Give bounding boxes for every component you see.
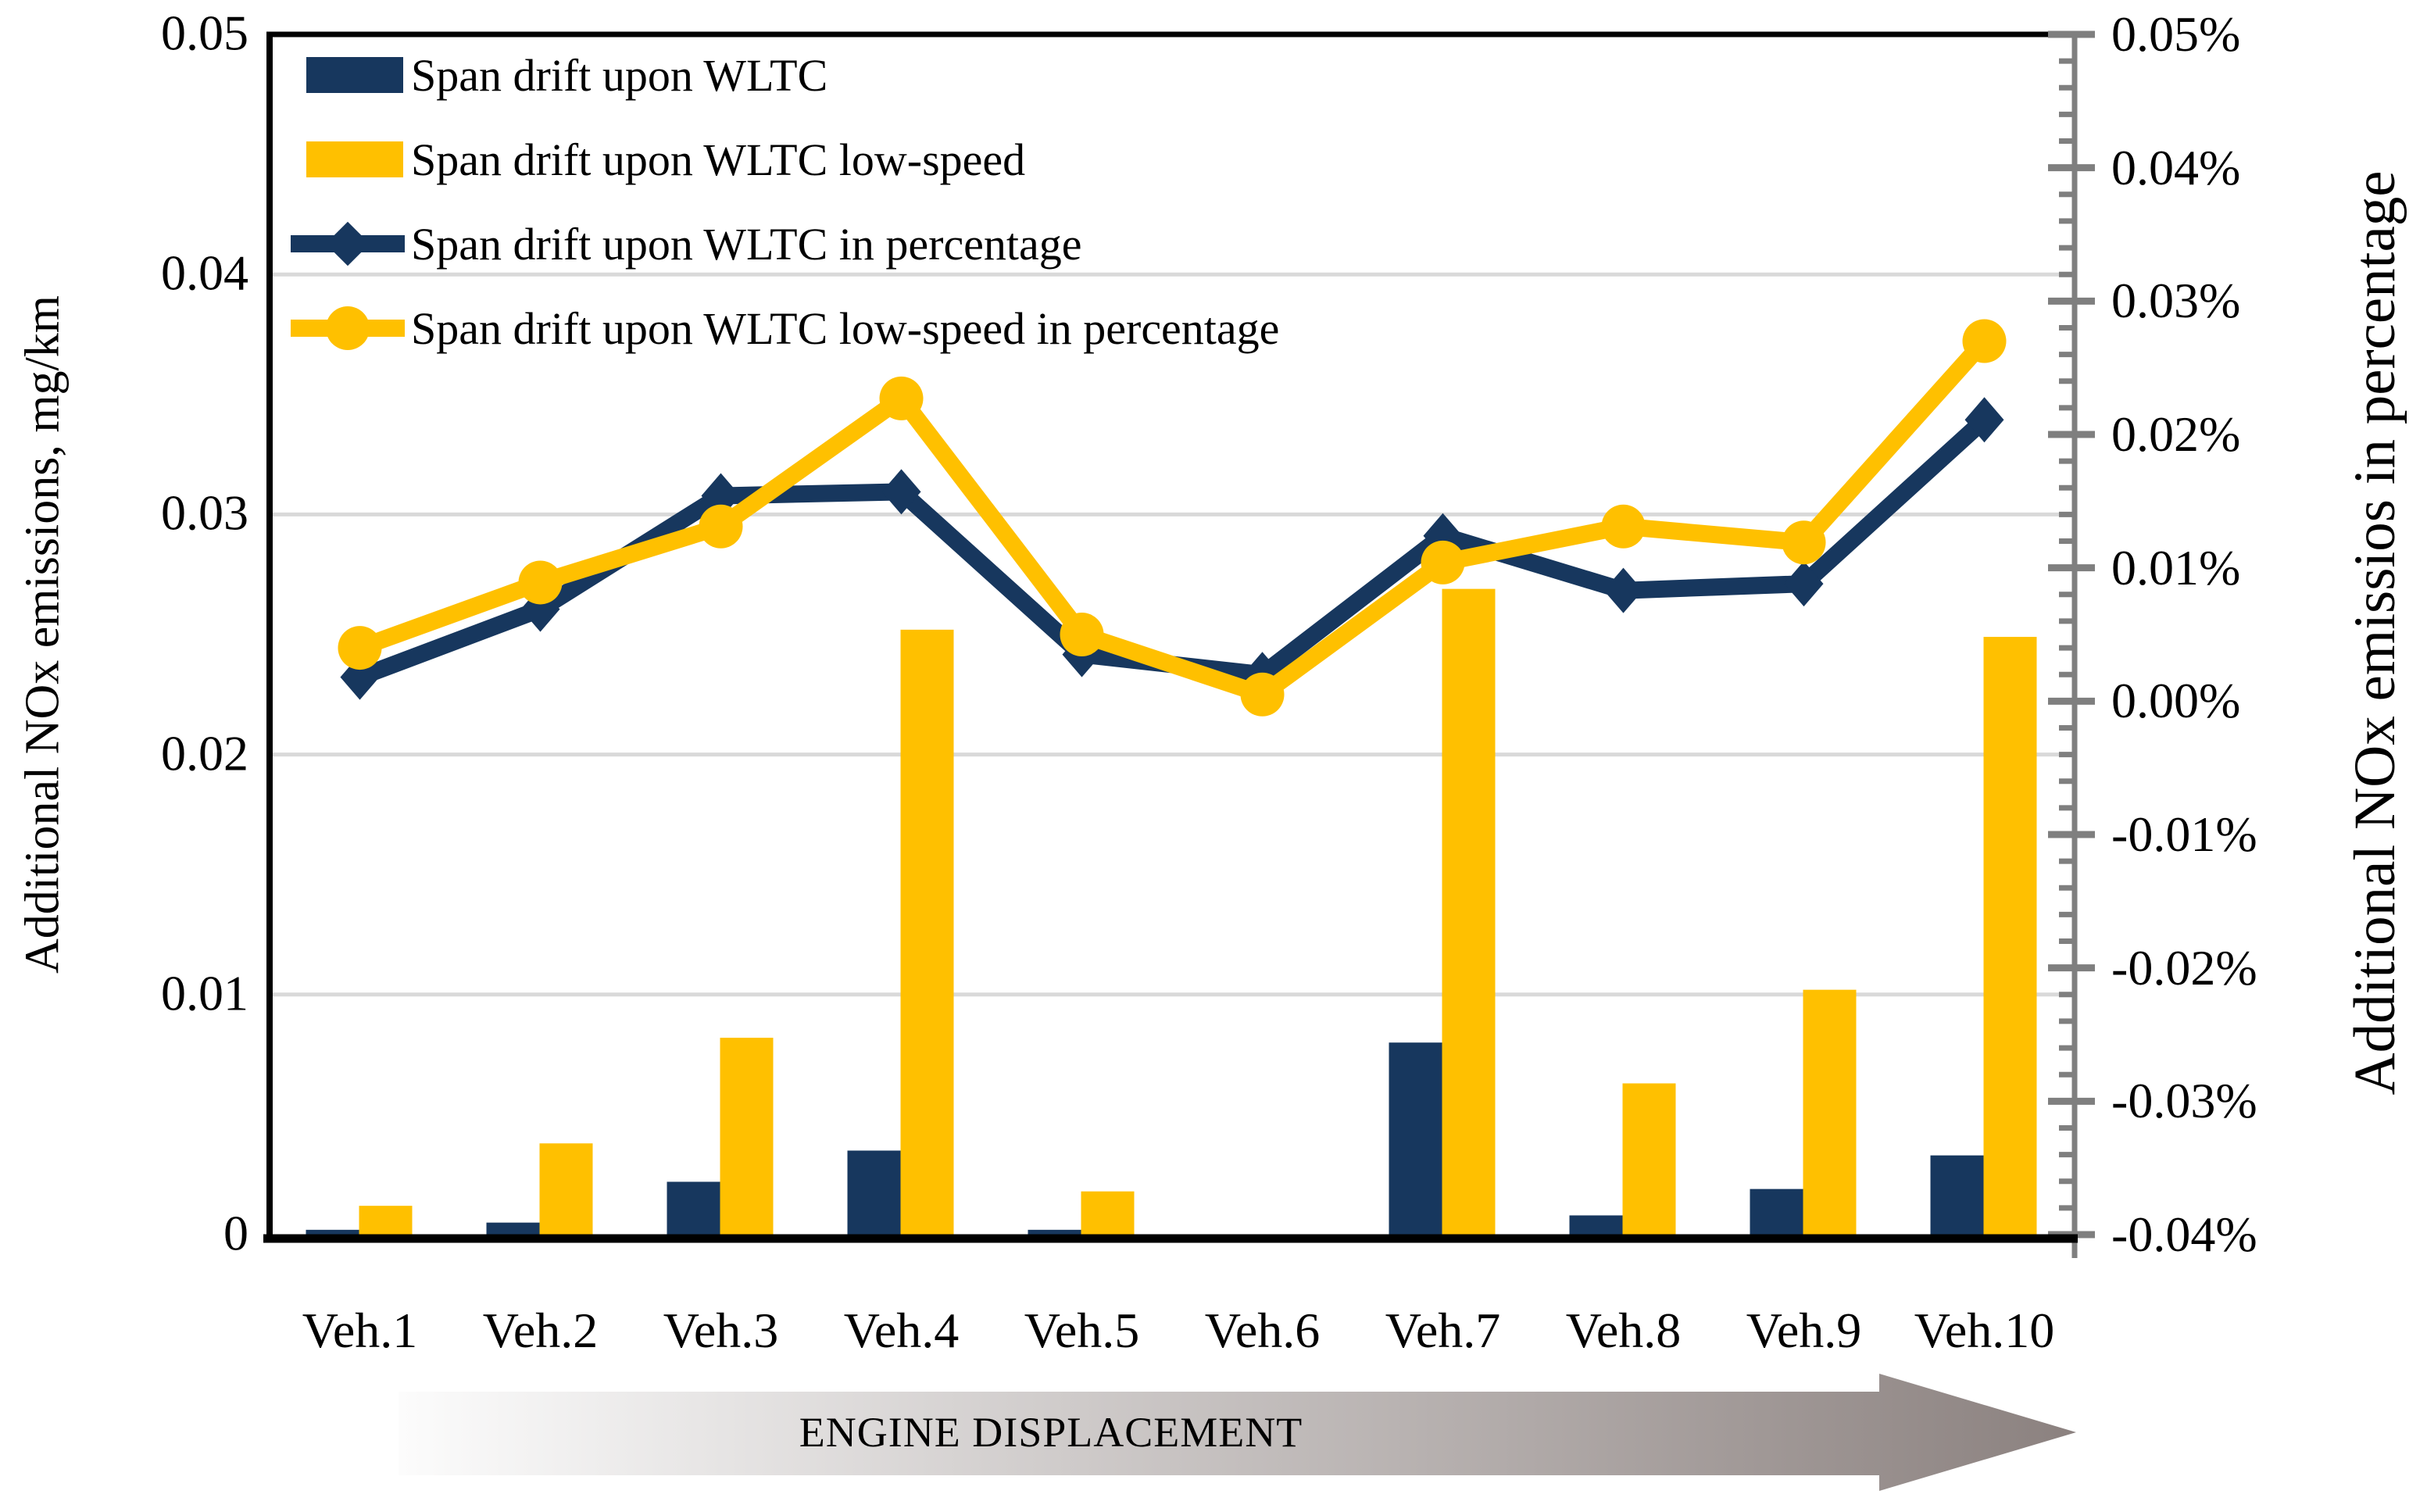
right-axis-tick-label: 0.03% [2111,273,2241,329]
bar-Veh.10 [1983,637,2037,1238]
bar-Veh.8 [1569,1215,1623,1238]
circle-data-marker [518,560,563,605]
left-axis-tick-label: 0.05 [161,5,248,61]
circle-data-marker [1601,504,1646,549]
arrow-head-icon [1879,1374,2076,1491]
legend-item-span-drift-wltc-low-speed: Span drift upon WLTC low-speed [291,117,1279,202]
right-axis-tick-label: 0.01% [2111,539,2241,595]
legend-label: Span drift upon WLTC low-speed [411,134,1026,185]
bar-Veh.9 [1803,989,1857,1238]
x-axis-category-label: Veh.1 [302,1303,418,1358]
x-axis-category-label: Veh.4 [843,1303,960,1358]
right-axis-tick-label: 0.04% [2111,139,2241,195]
left-axis-tick-label: 0.01 [161,965,248,1021]
left-axis-tick-label: 0.04 [161,245,248,301]
right-axis-tick-label: -0.01% [2111,806,2257,862]
legend: Span drift upon WLTC Span drift upon WLT… [291,33,1279,370]
bar-Veh.5 [1081,1191,1135,1238]
bar-Veh.1 [306,1229,359,1238]
bar-Veh.9 [1750,1189,1803,1238]
bar-Veh.5 [1028,1229,1081,1238]
bar-Veh.2 [486,1222,540,1238]
circle-data-marker [338,626,382,670]
right-axis-tick-label: 0.05% [2111,6,2241,62]
diamond-data-marker [1603,567,1643,613]
x-axis-category-label: Veh.10 [1914,1303,2055,1358]
circle-data-marker [1962,319,2007,363]
legend-item-span-drift-wltc-low-speed-percentage: Span drift upon WLTC low-speed in percen… [291,286,1279,370]
right-axis-title: Additional NOx emissios in percentage [2343,170,2407,1096]
bar-Veh.3 [667,1181,720,1238]
diamond-data-marker [881,469,921,515]
engine-displacement-label: ENGINE DISPLACEMENT [799,1409,1303,1456]
diamond-data-marker [1964,397,2004,443]
legend-label: Span drift upon WLTC low-speed in percen… [411,302,1280,354]
right-axis-tick-label: -0.04% [2111,1206,2257,1262]
circle-data-marker [1782,520,1826,565]
circle-data-marker [1421,540,1465,584]
circle-marker-icon [326,306,370,350]
right-axis-tick-label: -0.02% [2111,939,2257,995]
diamond-data-marker [1784,561,1824,607]
bar-Veh.8 [1622,1083,1676,1238]
x-axis-category-label: Veh.7 [1385,1303,1501,1358]
right-axis-tick-label: -0.03% [2111,1073,2257,1129]
legend-label: Span drift upon WLTC in percentage [411,218,1082,270]
x-axis-category-label: Veh.9 [1746,1303,1862,1358]
circle-data-marker [879,376,924,420]
circle-data-marker [699,504,743,549]
x-axis-category-label: Veh.8 [1565,1303,1682,1358]
yellow-bar-swatch-icon [306,141,403,177]
bar-Veh.3 [720,1038,774,1238]
legend-item-span-drift-wltc: Span drift upon WLTC [291,33,1279,117]
x-axis-category-label: Veh.3 [663,1303,779,1358]
circle-data-marker [1060,613,1104,656]
right-axis-tick-label: 0.00% [2111,673,2241,729]
diamond-line-series [356,413,1990,685]
bar-Veh.1 [359,1206,413,1238]
x-axis-category-label: Veh.5 [1024,1303,1140,1358]
blue-bar-swatch-icon [306,57,403,93]
left-axis-tick-label: 0.02 [161,725,248,781]
yellow-line-swatch-icon [291,306,405,350]
circle-line-series [356,335,1991,705]
engine-displacement-arrow [399,1374,2076,1491]
bar-Veh.4 [900,629,954,1238]
x-axis-category-label: Veh.2 [482,1303,599,1358]
bar-Veh.2 [539,1143,593,1238]
left-axis-title: Additional NOx emissions, mg/km [16,295,70,974]
bar-Veh.7 [1442,588,1496,1238]
left-axis-tick-label: 0.03 [161,484,248,541]
left-axis-tick-label: 0 [223,1205,248,1261]
circle-data-marker [1240,672,1285,717]
bar-Veh.10 [1930,1155,1984,1238]
right-axis-tick-label: 0.02% [2111,406,2241,462]
blue-line-swatch-icon [291,221,405,266]
x-axis-category-label: Veh.6 [1204,1303,1321,1358]
legend-label: Span drift upon WLTC [411,49,828,101]
legend-item-span-drift-wltc-percentage: Span drift upon WLTC in percentage [291,202,1279,286]
bar-Veh.4 [847,1150,901,1238]
bar-Veh.7 [1389,1042,1442,1238]
diamond-marker-icon [325,221,370,266]
arrow-body [399,1392,1879,1475]
